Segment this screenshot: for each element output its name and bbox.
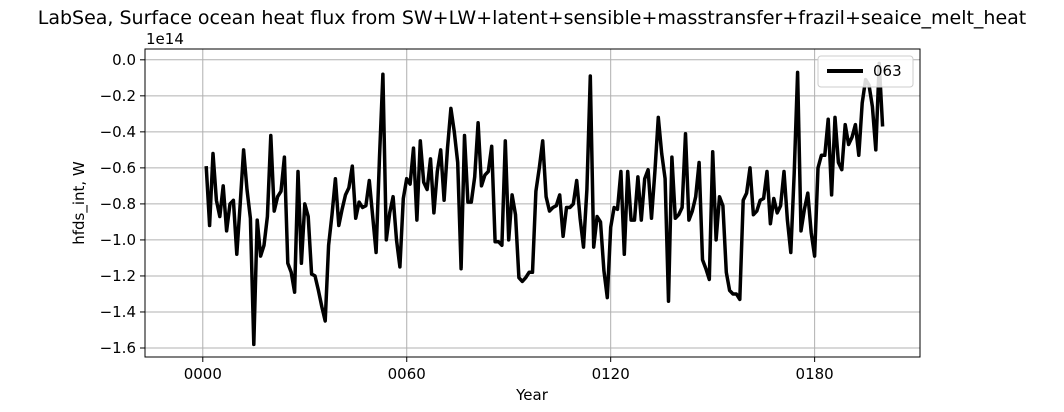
series-layer	[204, 61, 885, 347]
x-tick-label: 0120	[592, 365, 630, 383]
y-tick-label: −1.4	[100, 303, 136, 321]
series-line	[204, 61, 885, 347]
y-tick-label: −1.2	[100, 267, 136, 285]
x-tick-label: 0000	[184, 365, 222, 383]
grid	[145, 49, 920, 357]
y-tick-label: 0.0	[112, 51, 136, 69]
x-tick-label: 0060	[388, 365, 426, 383]
y-tick-label: −0.8	[100, 195, 136, 213]
x-tick-label: 0180	[796, 365, 834, 383]
y-tick-label: −0.4	[100, 123, 136, 141]
legend-box	[817, 55, 914, 88]
y-tick-label: −1.0	[100, 231, 136, 249]
y-tick-label: −0.2	[100, 87, 136, 105]
y-tick-label: −0.6	[100, 159, 136, 177]
y-axis-label: hfds_int, W	[70, 161, 89, 245]
y-tick-label: −1.6	[100, 339, 136, 357]
legend: 063	[817, 55, 914, 88]
ticks: 0000 0060 0120 0180 0.0 −0.2 −0.4 −0.6 −0.8 −1.0 −…	[100, 51, 834, 383]
x-axis-label: Year	[515, 386, 549, 404]
y-offset-label: 1e14	[146, 30, 184, 48]
plot-frame	[144, 48, 921, 358]
chart-title: LabSea, Surface ocean heat flux from SW+…	[38, 7, 1027, 29]
legend-label: 063	[873, 62, 902, 80]
